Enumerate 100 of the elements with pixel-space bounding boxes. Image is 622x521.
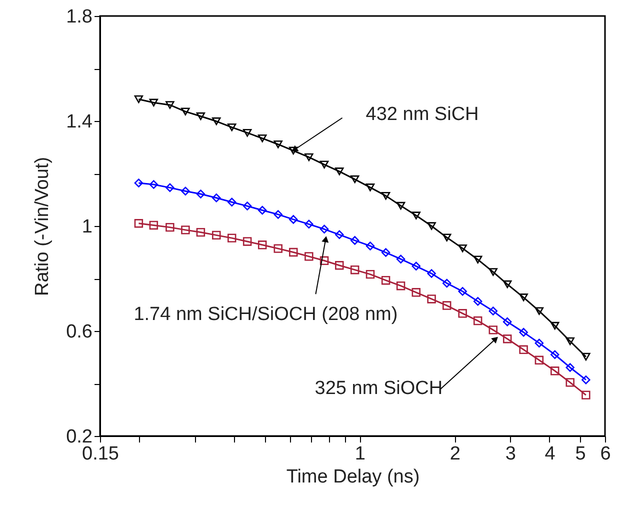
point [166, 101, 174, 109]
point [242, 128, 252, 137]
point [366, 242, 375, 250]
point [212, 230, 221, 240]
point [274, 210, 282, 219]
point [550, 350, 560, 359]
point [304, 220, 314, 229]
point [427, 269, 436, 278]
point [289, 146, 298, 155]
point [458, 244, 467, 252]
point [412, 288, 420, 297]
point [320, 160, 329, 168]
point [412, 262, 420, 271]
point [412, 212, 420, 220]
point [442, 234, 452, 242]
point [534, 356, 544, 364]
point [550, 322, 560, 330]
y-tick-label: 1.4 [66, 112, 93, 132]
point [350, 265, 360, 274]
point [258, 206, 267, 215]
point [366, 184, 375, 192]
point [134, 178, 144, 188]
point [335, 261, 344, 270]
point [228, 234, 236, 242]
point [166, 183, 174, 192]
point [258, 240, 267, 250]
x-tick-label: 1 [354, 444, 366, 464]
point [566, 337, 574, 346]
point [502, 317, 512, 326]
point [566, 378, 574, 387]
point [582, 390, 590, 400]
point [458, 309, 467, 318]
point [134, 95, 144, 104]
point [196, 112, 206, 120]
annotation: 432 nm SiCH [366, 104, 479, 125]
point [381, 192, 390, 200]
point [519, 294, 528, 302]
point [228, 198, 236, 206]
x-tick-label: 2 [450, 444, 460, 464]
point [502, 334, 512, 344]
point [427, 294, 436, 304]
point [566, 363, 574, 372]
point [181, 226, 190, 234]
point [304, 252, 314, 261]
point [289, 248, 298, 257]
point [274, 244, 282, 253]
point [196, 190, 206, 198]
point [488, 326, 498, 334]
point [442, 301, 452, 310]
annotation: 325 nm SiOCH [314, 378, 443, 399]
point [304, 153, 314, 162]
point [134, 219, 144, 228]
x-tick-label: 6 [600, 444, 611, 464]
point [458, 287, 467, 296]
point [181, 186, 190, 196]
point [427, 222, 436, 230]
point [320, 224, 329, 234]
point [473, 296, 482, 306]
point [582, 352, 590, 361]
point [181, 108, 190, 116]
point [502, 280, 512, 288]
point [488, 268, 498, 276]
point [149, 98, 158, 106]
x-tick-label: 5 [575, 444, 586, 464]
y-tick-label: 1.8 [66, 6, 92, 28]
point [350, 175, 360, 184]
point [550, 366, 560, 376]
point [488, 306, 498, 316]
point [196, 228, 206, 237]
point [519, 345, 528, 354]
point [242, 202, 252, 210]
point [381, 276, 390, 285]
x-axis-title: Time Delay (ns) [286, 466, 420, 488]
y-tick-label: 1 [82, 216, 92, 238]
annotation: 1.74 nm SiCH/SiOCH (208 nm) [134, 304, 398, 326]
point [335, 230, 344, 240]
point [442, 278, 452, 288]
point [242, 237, 252, 246]
point [534, 338, 544, 348]
point [396, 202, 406, 210]
point [149, 220, 158, 230]
point [519, 328, 528, 337]
point [212, 194, 221, 202]
point [335, 168, 344, 176]
point [149, 180, 158, 189]
point [396, 281, 406, 290]
point [212, 117, 221, 126]
point [381, 248, 390, 257]
x-tick-label: 4 [544, 444, 556, 464]
point [258, 134, 267, 142]
point [274, 140, 282, 148]
x-tick-label: 3 [505, 444, 516, 464]
y-tick-label: 0.6 [66, 322, 92, 342]
point [473, 256, 482, 264]
point [582, 375, 590, 384]
point [166, 222, 174, 232]
point [473, 316, 482, 326]
point [289, 215, 298, 224]
point [228, 123, 236, 132]
point [366, 270, 375, 279]
